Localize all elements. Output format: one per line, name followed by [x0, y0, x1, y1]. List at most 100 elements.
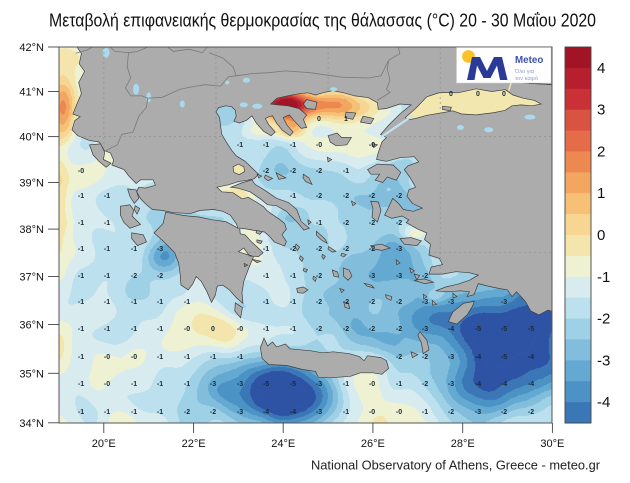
svg-text:-4: -4	[448, 326, 454, 333]
svg-text:-2: -2	[369, 220, 375, 227]
svg-text:-5: -5	[501, 354, 507, 361]
svg-text:0: 0	[211, 326, 215, 333]
svg-text:-1: -1	[290, 326, 296, 333]
svg-text:-2: -2	[528, 409, 534, 416]
svg-text:-3: -3	[448, 381, 454, 388]
svg-text:-0: -0	[78, 168, 84, 175]
svg-text:-1: -1	[157, 409, 163, 416]
svg-text:-4: -4	[475, 354, 481, 361]
svg-text:-2: -2	[422, 381, 428, 388]
svg-text:37°N: 37°N	[19, 272, 44, 284]
svg-text:-2: -2	[316, 326, 322, 333]
svg-text:22°E: 22°E	[182, 438, 206, 450]
svg-text:-1: -1	[78, 220, 84, 227]
svg-text:-2: -2	[396, 299, 402, 306]
svg-text:-4: -4	[528, 354, 534, 361]
svg-text:-3: -3	[396, 246, 402, 253]
svg-text:-2: -2	[210, 409, 216, 416]
svg-text:-1: -1	[290, 273, 296, 280]
svg-text:-1: -1	[157, 354, 163, 361]
svg-text:0: 0	[502, 91, 506, 98]
svg-text:-1: -1	[263, 299, 269, 306]
svg-text:-1: -1	[157, 326, 163, 333]
svg-text:-2: -2	[316, 246, 322, 253]
svg-text:-1: -1	[78, 246, 84, 253]
svg-text:-2: -2	[396, 220, 402, 227]
svg-text:-0: -0	[369, 381, 375, 388]
svg-text:28°E: 28°E	[451, 438, 475, 450]
svg-text:-4: -4	[501, 381, 507, 388]
svg-text:τον καιρό: τον καιρό	[515, 75, 538, 82]
svg-text:-2: -2	[396, 354, 402, 361]
svg-text:-1: -1	[157, 381, 163, 388]
svg-text:-3: -3	[157, 246, 163, 253]
svg-text:-1: -1	[422, 409, 428, 416]
svg-text:-2: -2	[343, 220, 349, 227]
svg-text:-1: -1	[210, 354, 216, 361]
svg-text:-2: -2	[131, 273, 137, 280]
svg-text:-5: -5	[501, 326, 507, 333]
svg-text:-3: -3	[501, 299, 507, 306]
svg-text:-1: -1	[78, 409, 84, 416]
svg-text:41°N: 41°N	[19, 87, 44, 99]
svg-text:-2: -2	[396, 193, 402, 200]
svg-text:-2: -2	[597, 311, 610, 328]
svg-text:36°N: 36°N	[19, 320, 44, 332]
svg-text:-1: -1	[131, 299, 137, 306]
svg-text:-4: -4	[475, 381, 481, 388]
svg-text:-3: -3	[422, 326, 428, 333]
svg-text:Μεταβολή επιφανειακής θερμοκρα: Μεταβολή επιφανειακής θερμοκρασίας της θ…	[49, 10, 596, 30]
svg-text:26°E: 26°E	[361, 438, 385, 450]
svg-text:-1: -1	[78, 193, 84, 200]
svg-text:-2: -2	[343, 246, 349, 253]
svg-text:-3: -3	[237, 409, 243, 416]
svg-text:-2: -2	[369, 193, 375, 200]
svg-text:-1: -1	[157, 299, 163, 306]
svg-text:-2: -2	[343, 299, 349, 306]
svg-text:-2: -2	[316, 299, 322, 306]
svg-text:-3: -3	[396, 273, 402, 280]
svg-text:Όλο για: Όλο για	[514, 69, 535, 75]
svg-text:-1: -1	[104, 409, 110, 416]
svg-text:3: 3	[597, 102, 605, 119]
svg-text:1: 1	[344, 116, 348, 123]
svg-text:-2: -2	[369, 326, 375, 333]
svg-text:-1: -1	[78, 354, 84, 361]
svg-text:-2: -2	[184, 409, 190, 416]
svg-text:-1: -1	[597, 269, 610, 286]
svg-text:-1: -1	[237, 354, 243, 361]
svg-text:-2: -2	[316, 168, 322, 175]
svg-text:-1: -1	[131, 326, 137, 333]
svg-text:-3: -3	[475, 409, 481, 416]
svg-text:-3: -3	[448, 354, 454, 361]
svg-text:-0: -0	[104, 354, 110, 361]
svg-text:-2: -2	[422, 354, 428, 361]
svg-text:2: 2	[597, 143, 605, 160]
svg-text:-1: -1	[263, 273, 269, 280]
svg-text:-3: -3	[369, 273, 375, 280]
svg-text:-0: -0	[396, 409, 402, 416]
svg-text:-1: -1	[104, 246, 110, 253]
svg-text:-3: -3	[237, 381, 243, 388]
svg-text:-2: -2	[157, 273, 163, 280]
svg-text:-2: -2	[316, 273, 322, 280]
svg-text:-0: -0	[184, 326, 190, 333]
svg-text:38°N: 38°N	[19, 224, 44, 236]
svg-text:-3: -3	[448, 299, 454, 306]
svg-text:-3: -3	[316, 409, 322, 416]
svg-text:-4: -4	[528, 381, 534, 388]
svg-text:4: 4	[597, 60, 605, 77]
svg-text:National Observatory of Athens: National Observatory of Athens, Greece -…	[311, 459, 600, 473]
svg-text:-5: -5	[290, 381, 296, 388]
svg-text:-1: -1	[78, 299, 84, 306]
svg-text:-1: -1	[104, 193, 110, 200]
svg-text:-1: -1	[78, 381, 84, 388]
svg-text:-4: -4	[597, 394, 610, 411]
svg-text:-0: -0	[369, 409, 375, 416]
svg-text:35°N: 35°N	[19, 368, 44, 380]
svg-text:-1: -1	[343, 381, 349, 388]
svg-text:-0: -0	[131, 354, 137, 361]
svg-text:-0: -0	[316, 142, 322, 149]
svg-text:-2: -2	[501, 409, 507, 416]
svg-text:-1: -1	[343, 168, 349, 175]
